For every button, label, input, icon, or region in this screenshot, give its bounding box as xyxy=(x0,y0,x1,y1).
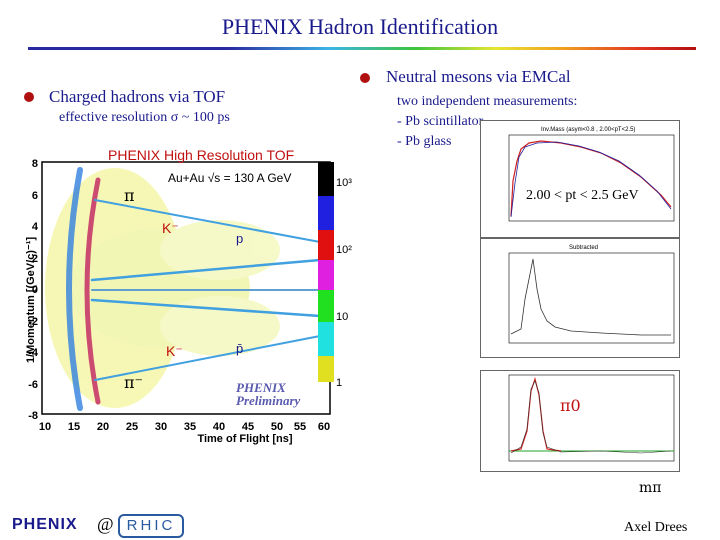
y-tick: -2 xyxy=(28,316,38,328)
panel-title: Inv.Mass (asym<0.8 , 2.00<pT<2.5) xyxy=(541,127,635,133)
color-bar xyxy=(318,162,334,382)
panel-title: Subtracted xyxy=(569,245,598,251)
measurement-line: - Pb glass xyxy=(397,134,452,149)
y-tick: 2 xyxy=(32,253,38,265)
phenix-logo: PHENIX xyxy=(12,516,78,533)
x-tick: 30 xyxy=(155,421,167,433)
at-symbol: @ xyxy=(97,514,114,534)
colorbar-label: 10³ xyxy=(336,177,352,189)
plot-title: PHENIX High Resolution TOF xyxy=(108,147,294,163)
y-tick: -8 xyxy=(28,410,38,422)
bullet-icon xyxy=(24,92,34,102)
x-tick: 20 xyxy=(97,421,109,433)
preliminary-label: PHENIX xyxy=(236,380,286,395)
k-minus-label: K⁻ xyxy=(166,343,183,359)
pi-minus-label: π⁻ xyxy=(124,373,143,392)
rhic-logo: RHIC xyxy=(118,514,184,538)
slide-title: PHENIX Hadron Identification xyxy=(221,14,499,39)
measurement-list: two independent measurements: - Pb scint… xyxy=(397,92,577,152)
y-tick: -6 xyxy=(28,379,38,391)
pi-plus-label: π xyxy=(124,186,135,205)
left-heading: Charged hadrons via TOF xyxy=(49,87,226,106)
colorbar-label: 1 xyxy=(336,377,342,389)
preliminary-label-2: Preliminary xyxy=(236,393,301,408)
x-tick: 55 xyxy=(294,421,306,433)
emcal-panel-fit xyxy=(480,370,680,472)
tof-plot-svg: 8 6 4 2 0 -2 -4 -6 -8 10 15 20 25 30 35 … xyxy=(25,147,352,445)
title-underline xyxy=(28,47,696,50)
x-tick: 50 xyxy=(271,421,283,433)
author: Axel Drees xyxy=(624,520,688,535)
y-tick: 4 xyxy=(32,221,39,233)
y-tick: 0 xyxy=(32,284,38,296)
x-tick: 10 xyxy=(39,421,51,433)
y-axis-label: 1/Momentum [(GeV/c)⁻¹] xyxy=(25,237,37,364)
x-tick: 45 xyxy=(242,421,254,433)
right-heading: Neutral mesons via EMCal xyxy=(386,67,571,86)
x-tick: 35 xyxy=(184,421,196,433)
x-tick: 60 xyxy=(318,421,330,433)
emcal-panel-raw: Inv.Mass (asym<0.8 , 2.00<pT<2.5) xyxy=(480,120,680,238)
mass-label: mπ xyxy=(639,480,662,496)
y-tick: 6 xyxy=(32,190,38,202)
resolution-text: effective resolution σ ~ 100 ps xyxy=(59,110,230,125)
proton-label: p xyxy=(236,231,243,246)
pi0-label: π0 xyxy=(560,396,581,415)
emcal-panel-subtracted: Subtracted xyxy=(480,238,680,358)
y-tick: -4 xyxy=(28,347,39,359)
antiproton-label: p̄ xyxy=(236,341,243,356)
pt-range: 2.00 < pt < 2.5 GeV xyxy=(526,188,639,203)
x-tick: 40 xyxy=(213,421,225,433)
measurement-line: - Pb scintillator xyxy=(397,114,484,129)
k-plus-label: K⁻ xyxy=(162,220,179,236)
y-ticks: 8 6 4 2 0 -2 -4 -6 -8 xyxy=(28,158,39,422)
x-tick: 15 xyxy=(68,421,80,433)
measurement-line: two independent measurements: xyxy=(397,94,578,109)
x-axis-label: Time of Flight [ns] xyxy=(197,433,292,445)
x-ticks: 10 15 20 25 30 35 40 45 50 55 60 xyxy=(39,421,330,433)
y-tick: 8 xyxy=(32,158,38,170)
energy-label: Au+Au √s = 130 A GeV xyxy=(168,171,291,185)
tof-plot: 8 6 4 2 0 -2 -4 -6 -8 10 15 20 25 30 35 … xyxy=(20,140,360,450)
bullet-icon xyxy=(360,73,370,83)
colorbar-label: 10 xyxy=(336,311,348,323)
colorbar-label: 10² xyxy=(336,244,352,256)
x-tick: 25 xyxy=(126,421,138,433)
